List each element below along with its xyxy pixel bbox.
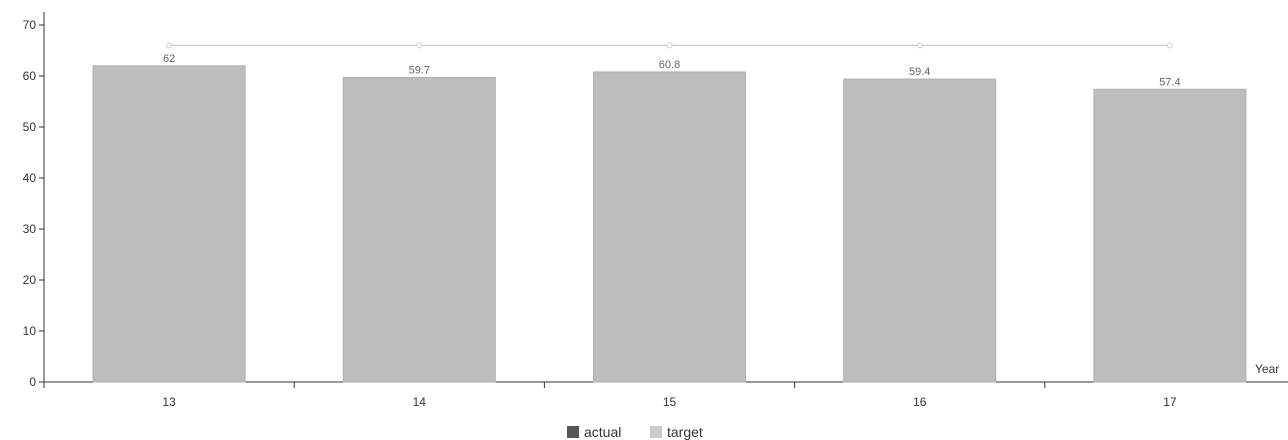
bar-value-label: 62 [163, 53, 175, 65]
x-tick-label: 13 [162, 395, 176, 409]
bar-value-label: 60.8 [659, 59, 680, 71]
bar-value-label: 57.4 [1159, 76, 1180, 88]
y-tick-label: 0 [29, 375, 36, 389]
target-point[interactable] [166, 42, 173, 49]
x-axis-title: Year [1255, 362, 1279, 376]
x-tick-label: 17 [1163, 395, 1177, 409]
legend-item-target[interactable]: target [650, 424, 703, 440]
y-tick-label: 60 [23, 69, 37, 83]
x-tick-label: 16 [913, 395, 927, 409]
data-labels: 62 59.7 60.8 59.4 57.4 [163, 53, 1181, 88]
target-point[interactable] [916, 42, 923, 49]
y-tick-label: 40 [23, 171, 37, 185]
target-point[interactable] [666, 42, 673, 49]
bar-value-label: 59.4 [909, 66, 930, 78]
x-axis: 13 14 15 16 17 [39, 381, 1288, 409]
bar-series-actual [92, 65, 1247, 383]
y-axis: 0 10 20 30 40 50 60 70 [23, 12, 45, 389]
bar-value-label: 59.7 [409, 65, 430, 77]
x-tick-label: 15 [663, 395, 677, 409]
bar[interactable] [92, 65, 246, 383]
target-point[interactable] [416, 42, 423, 49]
y-tick-label: 70 [23, 18, 37, 32]
legend-label-actual: actual [584, 424, 621, 440]
x-tick-label: 14 [413, 395, 427, 409]
y-tick-label: 50 [23, 120, 37, 134]
bar[interactable] [593, 71, 746, 383]
legend-label-target: target [667, 424, 703, 440]
y-tick-label: 20 [23, 273, 37, 287]
legend-swatch-actual [567, 426, 579, 438]
y-tick-label: 10 [23, 324, 37, 338]
legend: actual target [567, 424, 703, 440]
line-series-target [166, 42, 1173, 49]
target-point[interactable] [1166, 42, 1173, 49]
bar[interactable] [843, 78, 997, 383]
legend-swatch-target [650, 426, 662, 438]
legend-item-actual[interactable]: actual [567, 424, 621, 440]
y-tick-label: 30 [23, 222, 37, 236]
bar[interactable] [342, 77, 496, 383]
bar[interactable] [1093, 88, 1247, 383]
